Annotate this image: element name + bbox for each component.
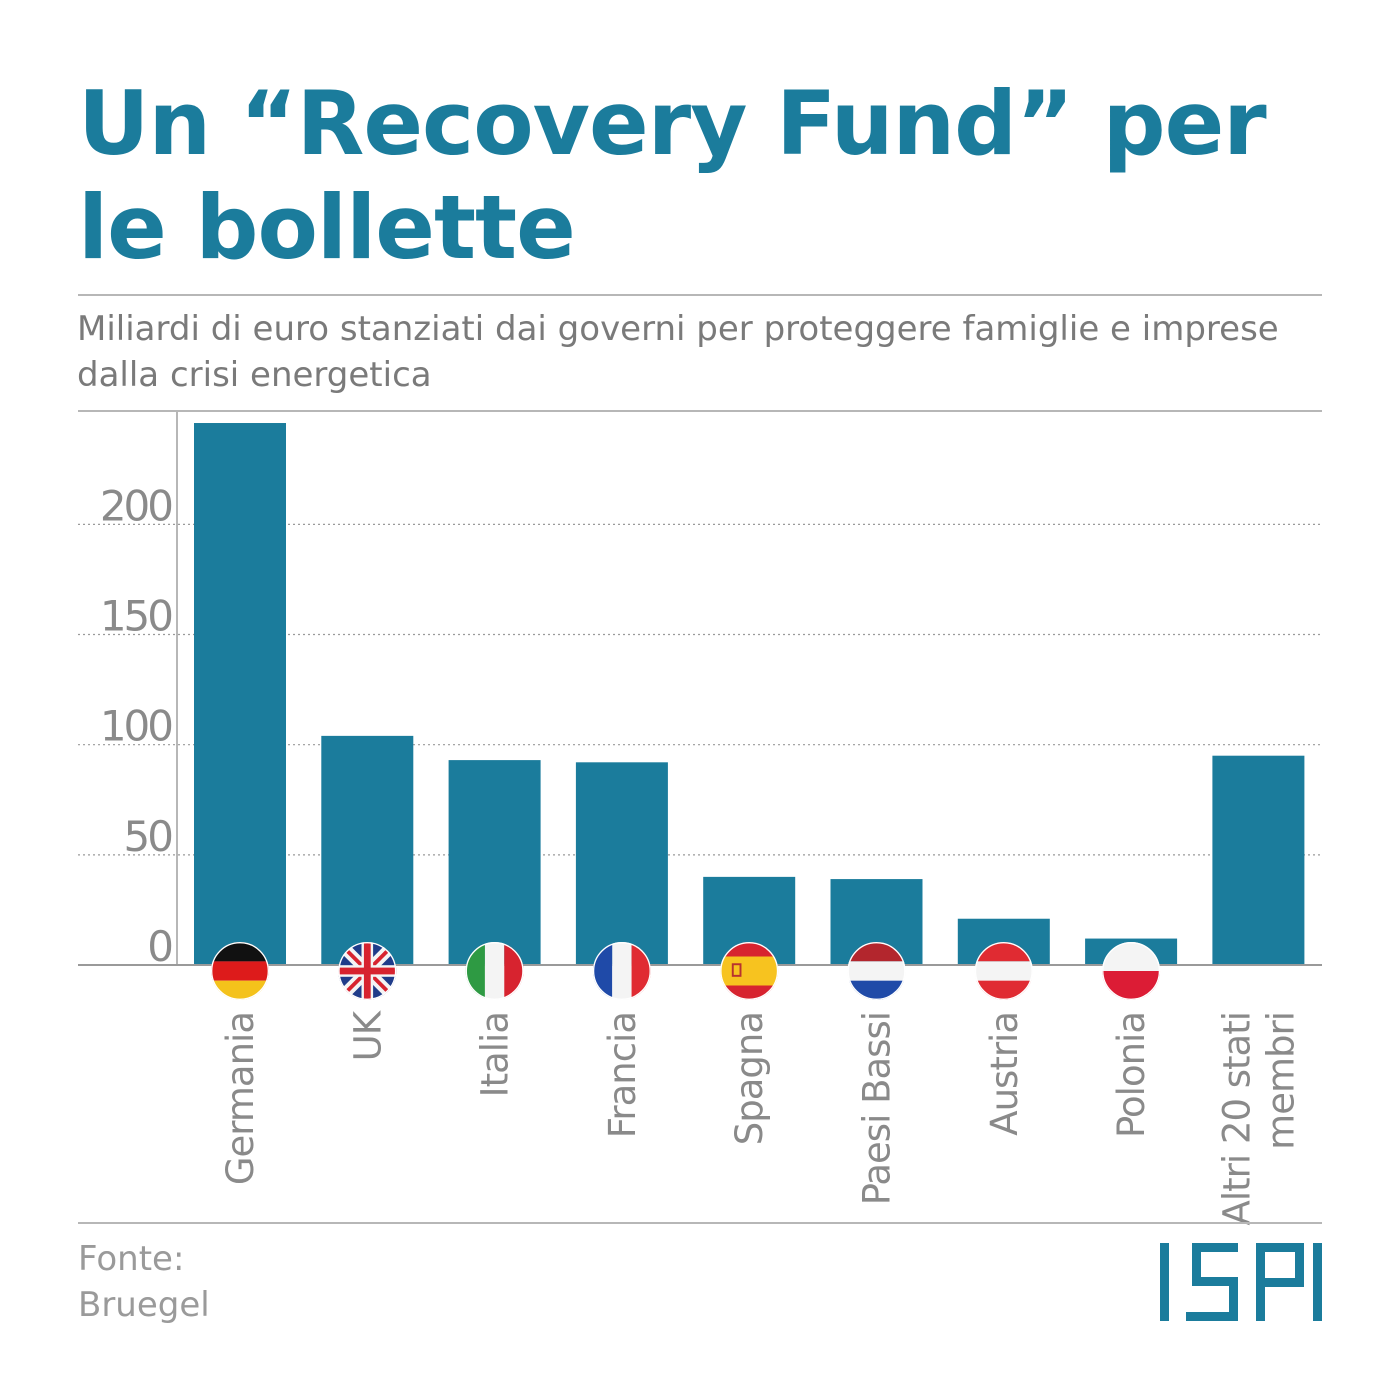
gridlines [78, 523, 1322, 856]
x-tick-label: Francia [601, 1012, 644, 1138]
title-divider [78, 294, 1322, 296]
bar-chart: 0 50 100 150 200 Germania UK Italia Francia Spag… [78, 412, 1322, 1225]
source-name: Bruegel [78, 1285, 210, 1325]
x-tick-label: Altri 20 statimembri [1215, 1012, 1302, 1225]
footer-divider [78, 1222, 1322, 1224]
uk-flag [338, 942, 397, 1000]
poland-flag [1102, 942, 1161, 1000]
y-tick-label: 200 [100, 481, 171, 530]
x-tick-label: Italia [474, 1012, 517, 1097]
y-tick-label: 50 [124, 812, 172, 861]
france-flag [592, 942, 651, 1000]
y-tick-label: 100 [100, 702, 171, 751]
ispi-logo [1160, 1243, 1322, 1321]
subtitle-divider [78, 410, 1322, 412]
germany-flag [211, 942, 269, 1000]
bar-altri-20-stati-membri [1212, 755, 1305, 965]
bar-francia [575, 762, 668, 965]
bars [194, 423, 1305, 965]
x-tick-label: UK [346, 1009, 389, 1061]
italy-flag [465, 942, 524, 1000]
x-tick-label: Austria [983, 1012, 1026, 1136]
x-tick-label: Spagna [728, 1012, 771, 1145]
y-tick-label: 0 [147, 922, 171, 971]
x-tick-label: Polonia [1110, 1012, 1153, 1138]
x-tick-label: Paesi Bassi [856, 1012, 899, 1205]
bar-uk [321, 735, 414, 965]
netherlands-flag [847, 942, 906, 1000]
bar-italia [448, 760, 541, 965]
chart-subtitle: Miliardi di euro stanziati dai governi p… [77, 309, 1279, 395]
country-flags [211, 942, 1161, 1000]
source-label: Fonte: [78, 1239, 185, 1279]
source-note: Fonte: Bruegel [78, 1236, 210, 1328]
x-tick-label: Germania [219, 1012, 262, 1185]
spain-flag [720, 942, 779, 1000]
austria-flag [974, 942, 1033, 1000]
chart-title: Un “Recovery Fund” per le bollette [78, 72, 1267, 279]
y-axis-ticks: 0 50 100 150 200 [100, 481, 174, 971]
y-tick-label: 150 [100, 592, 171, 641]
bar-germania [194, 423, 286, 965]
x-axis-labels: Germania UK Italia Francia Spagna Paesi Bassi… [219, 1009, 1302, 1225]
